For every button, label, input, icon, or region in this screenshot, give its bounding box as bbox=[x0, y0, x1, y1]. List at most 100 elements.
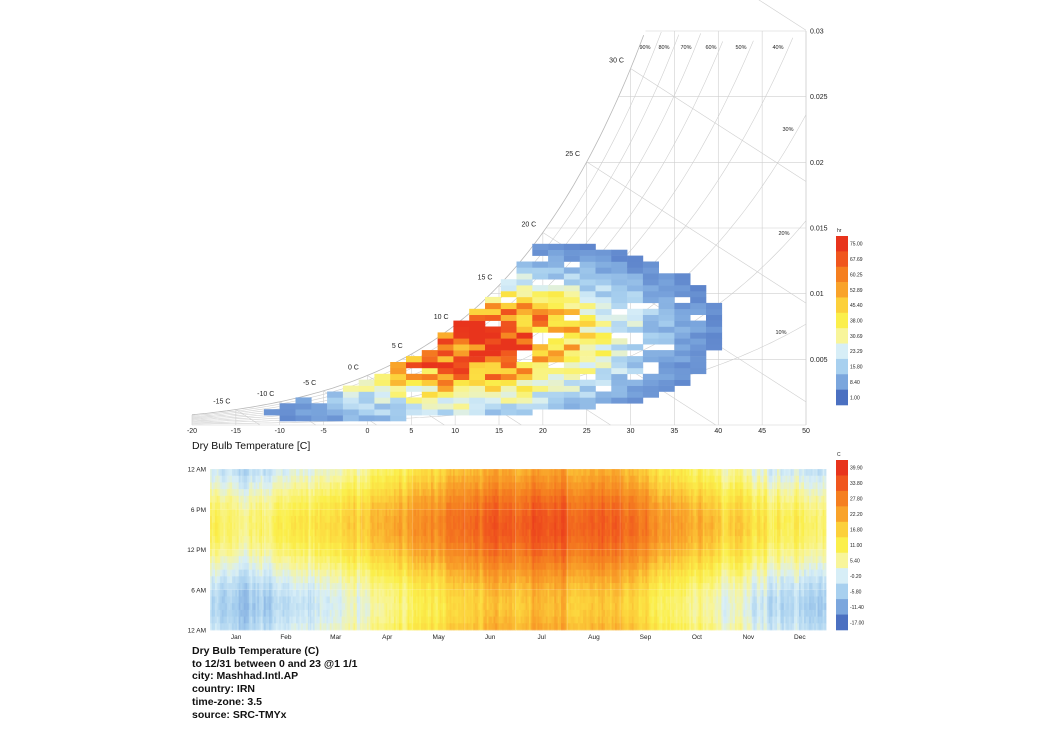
heatmap-cell bbox=[221, 489, 224, 497]
heatmap-cell bbox=[218, 576, 221, 584]
heatmap-cell bbox=[365, 562, 368, 571]
heatmap-cell bbox=[316, 562, 319, 571]
heatmap-cell bbox=[441, 569, 444, 577]
heatmap-cell bbox=[363, 515, 366, 524]
heatmap-cell bbox=[245, 509, 248, 517]
heatmap-cell bbox=[309, 583, 312, 591]
heatmap-cell bbox=[383, 542, 386, 550]
heatmap-cell bbox=[297, 603, 300, 611]
heatmap-cell bbox=[373, 489, 376, 497]
heatmap-cell bbox=[390, 583, 393, 591]
psychrometric-cell bbox=[658, 332, 675, 339]
heatmap-cell bbox=[218, 509, 221, 517]
heatmap-cell bbox=[309, 596, 312, 604]
heatmap-cell bbox=[282, 469, 285, 477]
heatmap-cell bbox=[493, 536, 496, 544]
heatmap-cell bbox=[432, 583, 435, 591]
heatmap-cell bbox=[316, 489, 319, 497]
psychrometric-cell bbox=[658, 308, 675, 315]
heatmap-cell bbox=[270, 522, 273, 530]
heatmap-cell bbox=[474, 489, 478, 497]
heatmap-cell bbox=[361, 509, 364, 517]
heatmap-cell bbox=[409, 529, 412, 537]
heatmap-cell bbox=[439, 603, 442, 611]
heatmap-cell bbox=[415, 475, 418, 483]
psychrometric-cell bbox=[500, 344, 517, 351]
heatmap-cell bbox=[485, 482, 488, 490]
heatmap-cell bbox=[257, 515, 260, 524]
heatmap-cell bbox=[432, 489, 435, 497]
psychrometric-cell bbox=[563, 291, 580, 298]
heatmap-cell bbox=[328, 542, 331, 550]
heatmap-cell bbox=[498, 569, 501, 577]
heatmap-cell bbox=[225, 522, 228, 530]
heatmap-cell bbox=[466, 536, 469, 544]
heatmap-cell bbox=[302, 616, 305, 624]
heatmap-cell bbox=[289, 482, 292, 490]
heatmap-cell bbox=[231, 489, 235, 497]
heatmap-cell bbox=[329, 502, 332, 510]
psychrometric-cell bbox=[437, 379, 454, 386]
heatmap-cell bbox=[213, 515, 216, 524]
psychrometric-cell bbox=[706, 326, 723, 333]
heatmap-cell bbox=[426, 495, 429, 503]
heatmap-cell bbox=[377, 596, 380, 604]
heatmap-cell bbox=[220, 583, 223, 591]
psychrometric-cell bbox=[595, 338, 612, 345]
heatmap-cell bbox=[258, 576, 262, 584]
heatmap-cell bbox=[247, 603, 250, 611]
heatmap-cell bbox=[291, 549, 294, 557]
heatmap-cell bbox=[474, 522, 478, 530]
heatmap-cell bbox=[329, 596, 332, 604]
heatmap-cell bbox=[471, 556, 474, 564]
heatmap-cell bbox=[459, 489, 462, 497]
heatmap-cell bbox=[336, 502, 339, 510]
heatmap-cell bbox=[517, 562, 520, 571]
heatmap-cell bbox=[372, 536, 375, 544]
heatmap-cell bbox=[228, 542, 231, 550]
heatmap-cell bbox=[242, 489, 245, 497]
heatmap-cell bbox=[474, 603, 478, 611]
heatmap-cell bbox=[351, 562, 354, 571]
heatmap-cell bbox=[407, 609, 410, 617]
heatmap-cell bbox=[265, 536, 268, 544]
heatmap-cell bbox=[210, 549, 213, 557]
heatmap-cell bbox=[486, 583, 489, 591]
heatmap-cell bbox=[453, 596, 456, 604]
heatmap-cell bbox=[284, 616, 287, 624]
heatmap-cell bbox=[377, 495, 380, 503]
heatmap-cell bbox=[400, 469, 403, 477]
psychrometric-cell bbox=[642, 391, 659, 398]
heatmap-cell bbox=[508, 589, 511, 597]
heatmap-cell bbox=[296, 502, 299, 510]
heatmap-cell bbox=[235, 469, 238, 477]
heatmap-cell bbox=[459, 522, 462, 530]
heatmap-cell bbox=[279, 569, 282, 577]
heatmap-cell bbox=[501, 509, 505, 517]
psychrometric-cell bbox=[690, 356, 707, 363]
heatmap-cell bbox=[466, 469, 469, 477]
heatmap-cell bbox=[319, 489, 322, 497]
heatmap-cell bbox=[442, 616, 445, 624]
heatmap-cell bbox=[319, 603, 322, 611]
heatmap-cell bbox=[397, 475, 400, 483]
heatmap-cell bbox=[456, 529, 459, 537]
heatmap-cell bbox=[292, 569, 295, 577]
heatmap-cell bbox=[221, 549, 224, 557]
heatmap-cell bbox=[230, 603, 233, 611]
heatmap-cell bbox=[383, 603, 386, 611]
heatmap-cell bbox=[257, 589, 260, 597]
heatmap-cell bbox=[233, 495, 236, 503]
heatmap-cell bbox=[431, 482, 434, 490]
heatmap-cell bbox=[426, 562, 429, 571]
heatmap-cell bbox=[302, 549, 305, 557]
heatmap-cell bbox=[463, 542, 466, 550]
heatmap-cell bbox=[478, 562, 481, 571]
heatmap-cell bbox=[505, 583, 508, 591]
heatmap-cell bbox=[240, 502, 243, 510]
heatmap-cell bbox=[404, 556, 407, 564]
heatmap-cell bbox=[399, 556, 402, 564]
heatmap-cell bbox=[414, 502, 417, 510]
x-tick-label: 0 bbox=[365, 428, 369, 435]
heatmap-cell bbox=[235, 609, 238, 617]
